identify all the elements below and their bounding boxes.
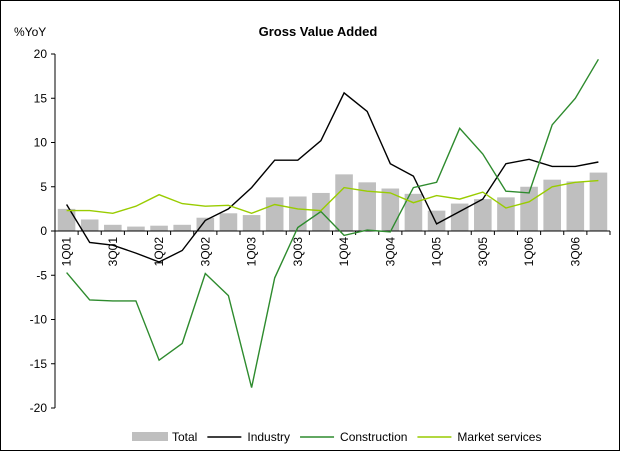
y-tick-label: 0 — [40, 224, 47, 238]
x-tick-label: 3Q03 — [291, 237, 305, 267]
legend-label: Construction — [340, 430, 407, 444]
x-tick-label: 3Q04 — [383, 237, 397, 267]
x-tick-label: 3Q01 — [106, 237, 120, 267]
bar — [589, 172, 608, 231]
line-series — [66, 91, 599, 263]
bar — [219, 213, 238, 231]
line-series — [66, 179, 599, 215]
y-tick-label: 5 — [40, 180, 47, 194]
y-tick-label: -5 — [36, 268, 47, 282]
bar — [104, 224, 122, 231]
bar — [242, 215, 261, 231]
y-tick-label: -20 — [30, 401, 48, 415]
x-tick-label: 1Q01 — [60, 237, 74, 267]
y-tick-label: 20 — [34, 47, 48, 61]
x-tick-label: 1Q06 — [522, 237, 536, 267]
bar — [381, 188, 400, 231]
y-axis-label: %YoY — [14, 25, 46, 39]
bar — [520, 186, 538, 231]
legend-label: Industry — [247, 430, 290, 444]
bar — [196, 217, 215, 231]
x-tick-label: 3Q05 — [476, 237, 490, 267]
y-tick-label: -10 — [30, 313, 48, 327]
bar — [173, 224, 191, 231]
bar — [80, 219, 99, 231]
legend-swatch — [132, 432, 168, 441]
bar — [289, 196, 307, 231]
x-tick-label: 3Q02 — [198, 237, 212, 267]
bar — [265, 197, 284, 231]
chart-title: Gross Value Added — [259, 24, 378, 39]
bar — [474, 199, 492, 231]
legend-label: Total — [172, 430, 197, 444]
bar — [358, 182, 376, 231]
bar — [450, 203, 469, 231]
y-tick-label: 10 — [34, 136, 48, 150]
bar — [497, 197, 515, 231]
bar — [150, 225, 168, 231]
y-tick-label: -15 — [30, 357, 48, 371]
x-tick-label: 1Q03 — [245, 237, 259, 267]
bar — [127, 226, 145, 231]
legend-label: Market services — [457, 430, 541, 444]
line-series — [66, 58, 600, 388]
bar — [566, 181, 585, 231]
x-tick-label: 1Q05 — [430, 237, 444, 267]
x-tick-label: 3Q06 — [568, 237, 582, 267]
x-tick-label: 1Q02 — [152, 237, 166, 267]
bar — [335, 174, 353, 231]
bar — [404, 193, 423, 231]
y-tick-label: 15 — [34, 91, 48, 105]
bar — [57, 208, 76, 231]
x-tick-label: 1Q04 — [337, 237, 351, 267]
bar — [543, 179, 561, 231]
